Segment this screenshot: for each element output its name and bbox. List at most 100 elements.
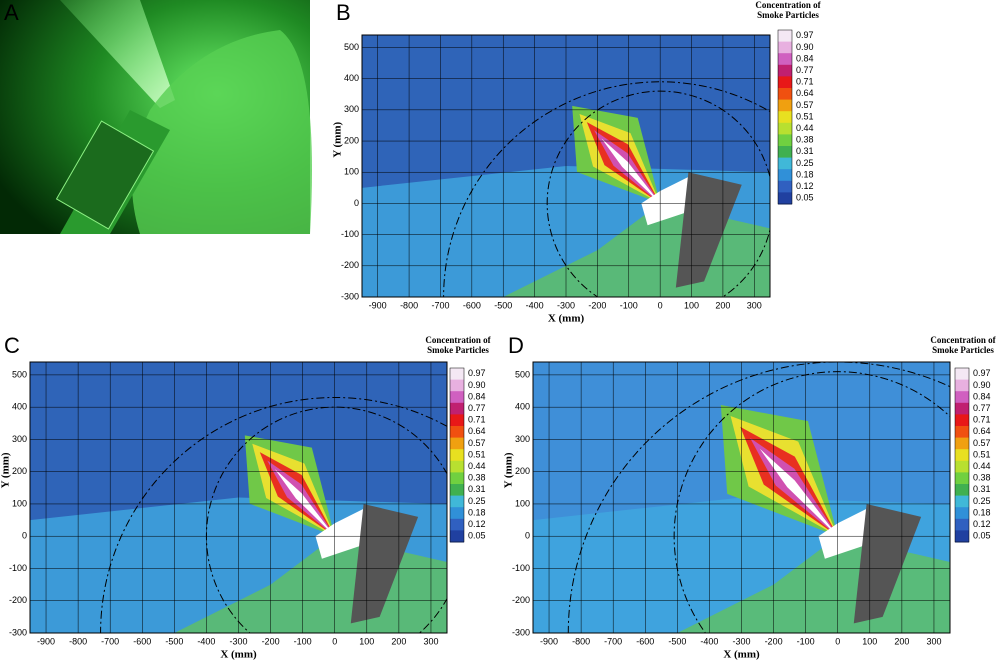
y-tick-label: 200 <box>344 135 359 145</box>
x-tick-label: -400 <box>700 636 718 646</box>
colorbar-tick-label: 0.18 <box>973 507 991 517</box>
x-tick-label: -100 <box>294 636 312 646</box>
boundary <box>100 397 447 633</box>
colorbar-tick-label: 0.18 <box>796 169 814 179</box>
colorbar-swatch <box>778 180 792 193</box>
colorbar-title: Concentration of <box>930 335 996 345</box>
x-tick-label: 200 <box>894 636 909 646</box>
colorbar-tick-label: 0.64 <box>468 426 486 436</box>
x-tick-label: -400 <box>197 636 215 646</box>
y-tick-label: 300 <box>12 434 27 444</box>
x-tick-label: -600 <box>463 300 481 310</box>
colorbar-swatch <box>450 379 464 392</box>
colorbar-swatch <box>778 53 792 66</box>
y-tick-label: 200 <box>515 466 530 476</box>
x-tick-label: -500 <box>494 300 512 310</box>
x-tick-label: -700 <box>431 300 449 310</box>
head <box>350 503 419 624</box>
colorbar-tick-label: 0.71 <box>973 415 991 425</box>
colorbar-tick-label: 0.12 <box>796 181 814 191</box>
y-axis-label: Y (mm) <box>0 452 12 488</box>
colorbar-swatch <box>450 368 464 381</box>
x-tick-label: 0 <box>332 636 337 646</box>
x-axis-label: X (mm) <box>220 649 257 661</box>
colorbar-tick-label: 0.38 <box>973 473 991 483</box>
colorbar-tick-label: 0.97 <box>796 30 814 40</box>
colorbar-tick-label: 0.90 <box>796 42 814 52</box>
colorbar-swatch <box>450 518 464 531</box>
colorbar-swatch <box>450 507 464 520</box>
photo-panel <box>0 0 312 234</box>
colorbar-tick-label: 0.64 <box>973 426 991 436</box>
y-tick-label: -100 <box>512 563 530 573</box>
colorbar-swatch <box>955 530 969 543</box>
colorbar-swatch <box>955 495 969 508</box>
y-tick-label: 400 <box>344 73 359 83</box>
colorbar-swatch <box>955 391 969 404</box>
x-tick-label: -900 <box>369 300 387 310</box>
y-axis-label: Y (mm) <box>332 122 344 158</box>
colorbar-tick-label: 0.51 <box>973 449 991 459</box>
x-axis-label: X (mm) <box>548 313 585 325</box>
axes-frame <box>532 361 951 634</box>
axes-frame <box>29 361 448 634</box>
y-tick-label: -100 <box>341 229 359 239</box>
nozzle <box>641 175 695 226</box>
y-tick-label: -200 <box>341 260 359 270</box>
y-tick-label: -300 <box>512 627 530 637</box>
colorbar-swatch <box>778 157 792 170</box>
colorbar-swatch <box>778 41 792 54</box>
colorbar-tick-label: 0.84 <box>973 391 991 401</box>
x-tick-label: -600 <box>133 636 151 646</box>
x-tick-label: 300 <box>423 636 438 646</box>
colorbar-tick-label: 0.90 <box>468 380 486 390</box>
colorbar-tick-label: 0.18 <box>468 507 486 517</box>
y-axis-label: Y (mm) <box>503 452 515 488</box>
colorbar-swatch <box>955 472 969 485</box>
colorbar-tick-label: 0.57 <box>973 438 991 448</box>
y-tick-label: -100 <box>9 563 27 573</box>
colorbar-tick-label: 0.77 <box>796 65 814 75</box>
colorbar-swatch <box>955 507 969 520</box>
colorbar-swatch <box>778 30 792 43</box>
colorbar-tick-label: 0.12 <box>973 519 991 529</box>
colorbar-swatch <box>955 402 969 415</box>
contour-plot: -900 -800 -700 -600 -500 -400 -300 -200 -100 0 100… <box>0 335 492 661</box>
colorbar-title: Concentration of <box>755 0 821 10</box>
panel-label: A <box>4 0 19 25</box>
nozzle <box>315 507 371 559</box>
colorbar-tick-label: 0.25 <box>468 496 486 506</box>
y-tick-label: -300 <box>9 627 27 637</box>
colorbar-swatch <box>778 122 792 135</box>
colorbar-tick-label: 0.05 <box>796 193 814 203</box>
x-tick-label: 300 <box>926 636 941 646</box>
boundary <box>546 90 770 297</box>
y-tick-label: 200 <box>12 466 27 476</box>
colorbar-tick-label: 0.38 <box>796 135 814 145</box>
colorbar-tick-label: 0.77 <box>468 403 486 413</box>
colorbar-title: Smoke Particles <box>427 345 489 355</box>
colorbar-tick-label: 0.25 <box>796 158 814 168</box>
colorbar-tick-label: 0.12 <box>468 519 486 529</box>
boundary <box>205 406 447 633</box>
y-tick-label: 0 <box>525 531 530 541</box>
colorbar-swatch <box>778 88 792 101</box>
x-tick-label: -800 <box>69 636 87 646</box>
x-tick-label: 0 <box>835 636 840 646</box>
x-tick-label: -400 <box>526 300 544 310</box>
panel-label: B <box>336 0 351 25</box>
x-tick-label: -700 <box>604 636 622 646</box>
y-tick-label: 100 <box>12 498 27 508</box>
x-tick-label: -900 <box>540 636 558 646</box>
plot-area <box>533 362 950 633</box>
x-tick-label: 100 <box>862 636 877 646</box>
colorbar-swatch <box>955 437 969 450</box>
y-tick-label: 400 <box>12 402 27 412</box>
y-tick-label: -200 <box>512 595 530 605</box>
colorbar-tick-label: 0.57 <box>468 438 486 448</box>
colorbar-swatch <box>450 402 464 415</box>
x-tick-label: -200 <box>262 636 280 646</box>
y-tick-label: -300 <box>341 291 359 301</box>
colorbar-frame <box>449 367 465 543</box>
